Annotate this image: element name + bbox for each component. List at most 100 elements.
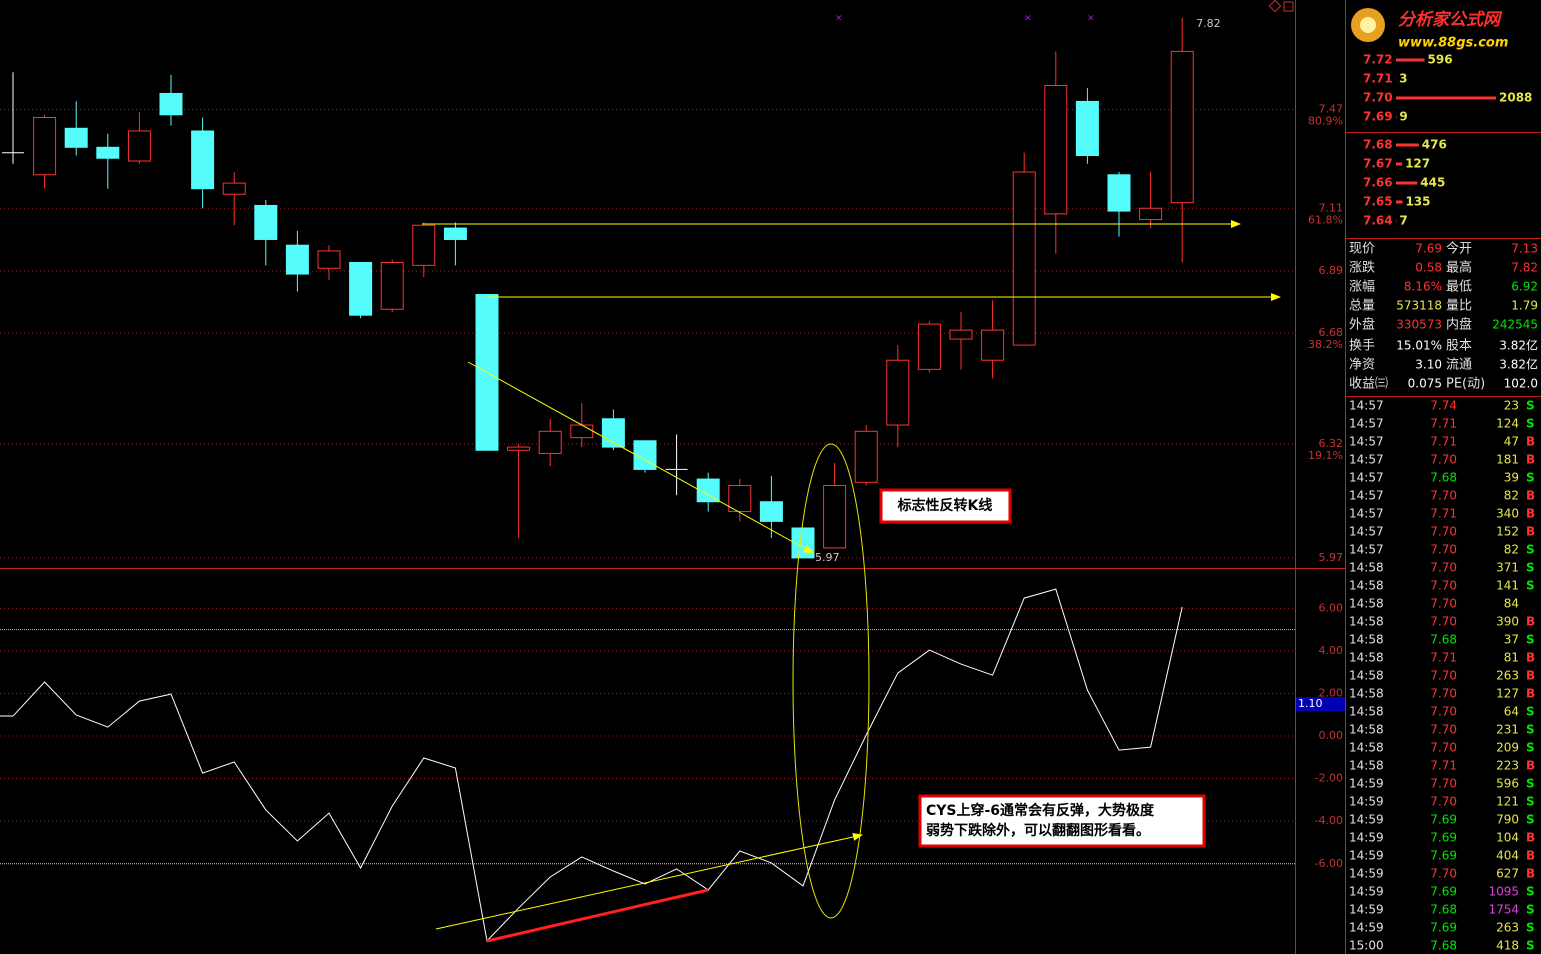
tick-side: S: [1526, 417, 1535, 431]
book-price: 7.67: [1363, 157, 1393, 171]
book-volume: 135: [1405, 195, 1430, 209]
tick-time: 14:57: [1349, 399, 1384, 413]
candle-body: [285, 244, 309, 275]
tick-side: S: [1526, 543, 1535, 557]
tick-price: 7.70: [1430, 777, 1457, 791]
stat-label: 涨跌: [1349, 260, 1375, 276]
book-volume: 3: [1399, 72, 1407, 86]
stat-value: 3.10: [1415, 358, 1442, 372]
tick-side: S: [1526, 723, 1535, 737]
book-price: 7.72: [1363, 53, 1393, 67]
tick-time: 14:57: [1349, 525, 1384, 539]
tick-volume: 790: [1496, 813, 1519, 827]
tick-side: B: [1526, 453, 1535, 467]
tick-price: 7.70: [1430, 489, 1457, 503]
tick-time: 14:59: [1349, 813, 1384, 827]
tick-price: 7.70: [1430, 705, 1457, 719]
logo-url: www.88gs.com: [1398, 36, 1508, 51]
candle-body: [349, 261, 373, 316]
current-value: 1.10: [1298, 697, 1323, 710]
tick-time: 14:58: [1349, 669, 1384, 683]
candle-body: [696, 478, 720, 503]
tick-volume: 104: [1496, 831, 1519, 845]
drawings: × × ×: [422, 0, 1294, 943]
tick-price: 7.71: [1430, 651, 1457, 665]
tick-price: 7.71: [1430, 435, 1457, 449]
stat-value: 242545: [1492, 318, 1538, 332]
tick-volume: 82: [1504, 543, 1519, 557]
y-tick-label: 2.00: [1319, 686, 1344, 699]
annotation-text: 弱势下跌除外，可以翻翻图形看看。: [926, 822, 1150, 839]
book-bar: [1396, 143, 1419, 147]
tick-price: 7.70: [1430, 687, 1457, 701]
tick-side: B: [1526, 651, 1535, 665]
tick-volume: 37: [1504, 633, 1519, 647]
stat-label: 涨幅: [1349, 280, 1375, 295]
tick-side: S: [1526, 885, 1535, 899]
tick-side: B: [1526, 759, 1535, 773]
indicator-panel: 6.00 4.00 2.00 0.00 -2.00 -4.00 -6.00 1.10: [0, 588, 1345, 942]
book-price: 7.68: [1363, 138, 1393, 152]
tick-price: 7.69: [1430, 921, 1457, 935]
svg-text:×: ×: [835, 14, 843, 24]
tick-time: 14:57: [1349, 507, 1384, 521]
tick-side: S: [1526, 939, 1535, 953]
book-volume: 596: [1428, 53, 1453, 67]
stat-value: 0.075: [1408, 377, 1442, 391]
candle-body: [159, 92, 183, 116]
tick-price: 7.68: [1430, 471, 1457, 485]
tick-volume: 340: [1496, 507, 1519, 521]
fib-label: 19.1%: [1308, 449, 1343, 462]
candle-body: [1139, 207, 1163, 221]
indicator-line: [0, 588, 1183, 942]
tick-side: S: [1526, 921, 1535, 935]
tick-price: 7.69: [1430, 849, 1457, 863]
tick-volume: 127: [1496, 687, 1519, 701]
tick-volume: 47: [1504, 435, 1519, 449]
tick-side: B: [1526, 615, 1535, 629]
high-label: 7.82: [1196, 17, 1221, 30]
tick-side: S: [1526, 795, 1535, 809]
tick-price: 7.71: [1430, 759, 1457, 773]
y-tick-label: 4.00: [1319, 644, 1344, 657]
tick-time: 14:58: [1349, 615, 1384, 629]
tick-volume: 404: [1496, 849, 1519, 863]
candle-body: [33, 116, 57, 176]
tick-volume: 81: [1504, 651, 1519, 665]
candle-body: [412, 224, 436, 266]
stat-label: 股本: [1446, 339, 1472, 354]
tick-price: 7.69: [1430, 813, 1457, 827]
tick-time: 14:59: [1349, 903, 1384, 917]
candle-body: [1107, 174, 1131, 212]
stat-value: 8.16%: [1404, 280, 1442, 294]
tick-side: S: [1526, 813, 1535, 827]
tick-price: 7.70: [1430, 597, 1457, 611]
stat-value: 102.0: [1504, 377, 1538, 391]
book-bar: [1396, 96, 1496, 100]
stat-value: 15.01%: [1396, 339, 1442, 353]
book-volume: 445: [1420, 176, 1445, 190]
stat-label: 最低: [1446, 280, 1472, 295]
y-tick-label: 0.00: [1319, 729, 1344, 742]
tick-time: 14:57: [1349, 543, 1384, 557]
tick-side: B: [1526, 849, 1535, 863]
book-price: 7.65: [1363, 195, 1393, 209]
tick-side: S: [1526, 777, 1535, 791]
tick-price: 7.70: [1430, 741, 1457, 755]
tick-side: S: [1526, 705, 1535, 719]
stat-label: PE(动): [1446, 377, 1485, 392]
candle-body: [759, 501, 783, 522]
tick-price: 7.68: [1430, 903, 1457, 917]
book-price: 7.70: [1363, 91, 1393, 105]
tick-price: 7.71: [1430, 417, 1457, 431]
stat-label: 流通: [1446, 358, 1472, 373]
tick-price: 7.70: [1430, 579, 1457, 593]
tick-volume: 371: [1496, 561, 1519, 575]
tick-time: 14:59: [1349, 849, 1384, 863]
svg-text:×: ×: [1087, 14, 1095, 24]
candle-body: [380, 261, 404, 310]
stat-value: 573118: [1396, 299, 1442, 313]
stat-value: 7.13: [1511, 242, 1538, 256]
y-tick-label: -2.00: [1315, 772, 1343, 785]
tick-side: S: [1526, 633, 1535, 647]
